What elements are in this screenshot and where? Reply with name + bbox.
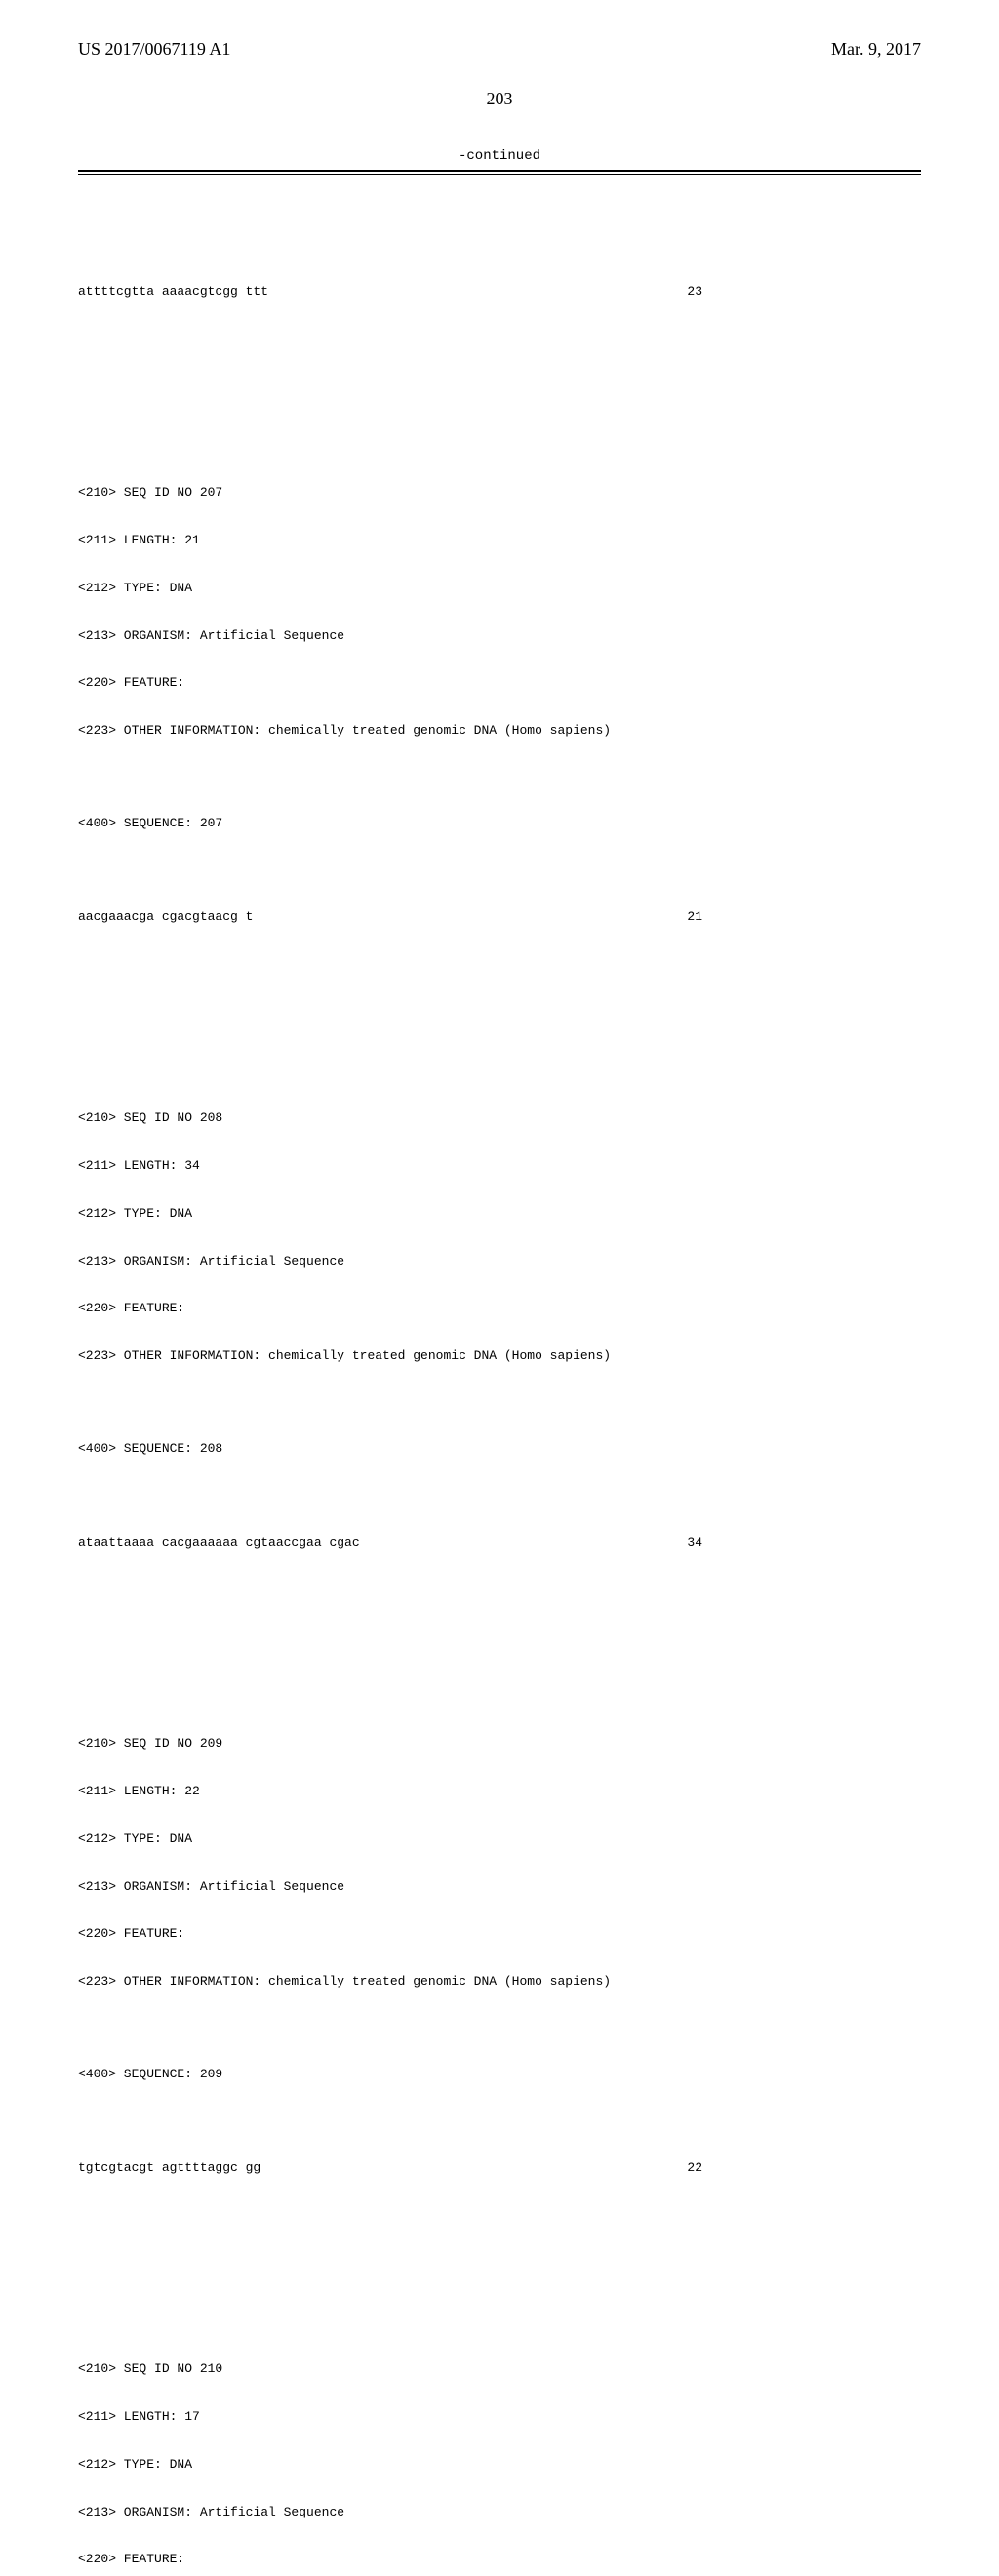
sequence-text: ataattaaaa cacgaaaaaa cgtaaccgaa cgac — [78, 1535, 360, 1550]
meta-line: <220> FEATURE: — [78, 1926, 921, 1942]
meta-line: <213> ORGANISM: Artificial Sequence — [78, 1254, 921, 1269]
sequence-entry: <210> SEQ ID NO 208 <211> LENGTH: 34 <21… — [78, 1079, 921, 1396]
publication-number: US 2017/0067119 A1 — [78, 39, 230, 60]
meta-line: <212> TYPE: DNA — [78, 1206, 921, 1222]
sequence-text: attttcgtta aaaacgtcgg ttt — [78, 284, 268, 300]
sequence-length: 23 — [687, 284, 702, 300]
sequence-length: 34 — [687, 1535, 702, 1550]
patent-page: US 2017/0067119 A1 Mar. 9, 2017 203 -con… — [0, 0, 999, 1288]
meta-line: <223> OTHER INFORMATION: chemically trea… — [78, 723, 921, 739]
page-number: 203 — [78, 89, 921, 109]
sequence-label: <400> SEQUENCE: 208 — [78, 1441, 921, 1457]
meta-line: <211> LENGTH: 22 — [78, 1784, 921, 1799]
sequence-label: <400> SEQUENCE: 209 — [78, 2067, 921, 2082]
sequence-listing: attttcgtta aaaacgtcgg ttt 23 <210> SEQ I… — [78, 188, 921, 2576]
sequence-entry: <210> SEQ ID NO 207 <211> LENGTH: 21 <21… — [78, 454, 921, 771]
meta-line: <223> OTHER INFORMATION: chemically trea… — [78, 1348, 921, 1364]
meta-line: <210> SEQ ID NO 208 — [78, 1110, 921, 1126]
meta-line: <213> ORGANISM: Artificial Sequence — [78, 628, 921, 644]
continued-label: -continued — [78, 148, 921, 164]
meta-line: <220> FEATURE: — [78, 675, 921, 691]
header-row: US 2017/0067119 A1 Mar. 9, 2017 — [78, 39, 921, 60]
rule-thick — [78, 170, 921, 172]
meta-line: <211> LENGTH: 34 — [78, 1158, 921, 1174]
sequence-label: <400> SEQUENCE: 207 — [78, 816, 921, 831]
sequence-length: 22 — [687, 2160, 702, 2176]
publication-date: Mar. 9, 2017 — [831, 39, 921, 60]
meta-line: <210> SEQ ID NO 207 — [78, 485, 921, 501]
sequence-entry: <210> SEQ ID NO 210 <211> LENGTH: 17 <21… — [78, 2330, 921, 2576]
sequence-entry: attttcgtta aaaacgtcgg ttt 23 — [78, 252, 921, 331]
sequence-row: ataattaaaa cacgaaaaaa cgtaaccgaa cgac 34 — [78, 1503, 921, 1582]
meta-line: <213> ORGANISM: Artificial Sequence — [78, 1879, 921, 1895]
sequence-row: tgtcgtacgt agttttaggc gg 22 — [78, 2128, 921, 2207]
meta-line: <210> SEQ ID NO 210 — [78, 2361, 921, 2377]
meta-line: <211> LENGTH: 17 — [78, 2409, 921, 2425]
meta-line: <220> FEATURE: — [78, 1301, 921, 1316]
meta-line: <220> FEATURE: — [78, 2552, 921, 2567]
sequence-length: 21 — [687, 909, 702, 925]
meta-line: <213> ORGANISM: Artificial Sequence — [78, 2505, 921, 2520]
sequence-text: aacgaaacga cgacgtaacg t — [78, 909, 253, 925]
meta-line: <210> SEQ ID NO 209 — [78, 1736, 921, 1751]
meta-line: <212> TYPE: DNA — [78, 2457, 921, 2473]
sequence-entry: <210> SEQ ID NO 209 <211> LENGTH: 22 <21… — [78, 1705, 921, 2022]
meta-line: <211> LENGTH: 21 — [78, 533, 921, 548]
meta-line: <223> OTHER INFORMATION: chemically trea… — [78, 1974, 921, 1990]
sequence-row: attttcgtta aaaacgtcgg ttt 23 — [78, 284, 702, 300]
meta-line: <212> TYPE: DNA — [78, 1831, 921, 1847]
rule-thin — [78, 174, 921, 175]
sequence-row: aacgaaacga cgacgtaacg t 21 — [78, 877, 921, 956]
sequence-text: tgtcgtacgt agttttaggc gg — [78, 2160, 260, 2176]
meta-line: <212> TYPE: DNA — [78, 581, 921, 596]
